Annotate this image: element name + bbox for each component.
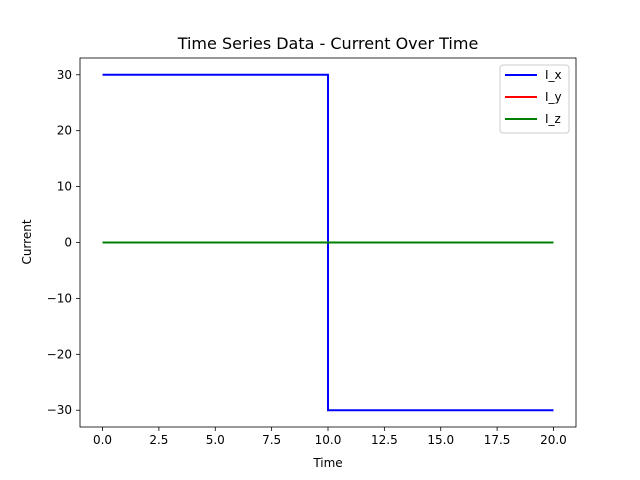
x-tick-label: 15.0	[427, 433, 454, 447]
x-axis-ticks: 0.0 2.5 5.0 7.5 10.0 12.5 15.0 17.5 20.0	[93, 427, 567, 447]
x-tick-label: 5.0	[206, 433, 225, 447]
legend-label: I_z	[545, 112, 561, 126]
y-axis-label: Current	[20, 219, 34, 264]
y-tick-label: −10	[47, 291, 72, 305]
y-tick-label: 30	[57, 68, 72, 82]
x-tick-label: 12.5	[371, 433, 398, 447]
legend-box	[499, 64, 570, 134]
chart-title: Time Series Data - Current Over Time	[177, 34, 479, 53]
y-axis-ticks: −30 −20 −10 0 10 20 30	[47, 68, 80, 417]
x-tick-label: 7.5	[262, 433, 281, 447]
x-tick-label: 17.5	[484, 433, 511, 447]
y-tick-label: −20	[47, 347, 72, 361]
x-axis-label: Time	[312, 456, 342, 470]
x-tick-label: 2.5	[149, 433, 168, 447]
x-tick-label: 0.0	[93, 433, 112, 447]
y-tick-label: 0	[64, 236, 72, 250]
legend: I_x I_y I_z	[499, 64, 570, 134]
legend-label: I_x	[545, 68, 562, 82]
y-tick-label: −30	[47, 403, 72, 417]
series-layer	[102, 73, 554, 412]
legend-items: I_x I_y I_z	[505, 68, 562, 126]
y-tick-label: 10	[57, 180, 72, 194]
y-tick-label: 20	[57, 124, 72, 138]
x-tick-label: 10.0	[315, 433, 342, 447]
x-tick-label: 20.0	[540, 433, 567, 447]
legend-label: I_y	[545, 90, 562, 104]
